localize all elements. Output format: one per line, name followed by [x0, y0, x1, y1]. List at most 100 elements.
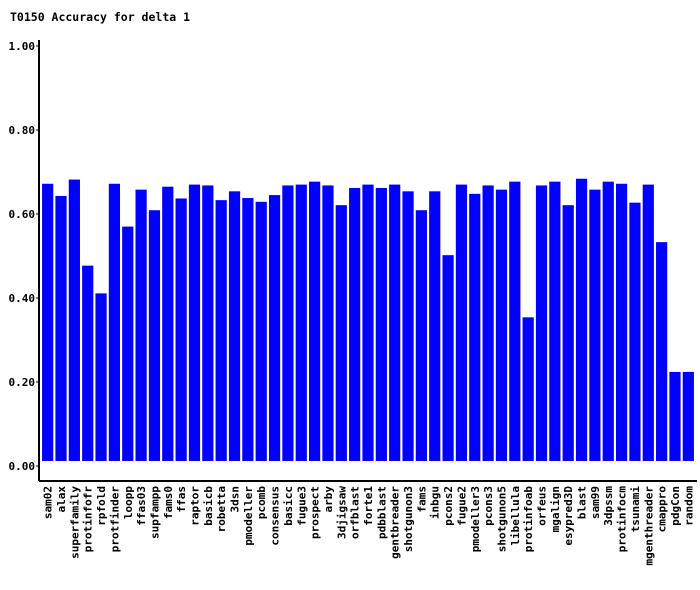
bar-rpfold — [95, 293, 107, 461]
bar-cmappro — [656, 242, 668, 461]
bar-alax — [55, 195, 67, 461]
x-tick-label: inbgu — [429, 486, 442, 519]
bar-protinfoab — [522, 317, 534, 461]
x-tick-label: tsunami — [629, 486, 642, 533]
bar-superfamily — [68, 179, 80, 461]
bar-arby — [322, 185, 334, 461]
x-tick-label: arby — [322, 486, 335, 513]
x-tick-label: consensus — [269, 486, 282, 546]
x-tick-label: sam02 — [42, 486, 55, 519]
bar-blast — [575, 178, 588, 461]
bar-esypred3D — [562, 205, 574, 461]
x-tick-label: pdgCon — [669, 486, 682, 526]
x-tick-label: pcons3 — [482, 486, 495, 526]
y-tick-label: 0.40 — [9, 292, 36, 305]
x-tick-label: libellula — [509, 486, 522, 546]
x-tick-label: fugue3 — [295, 486, 308, 526]
bar-gentbreader — [389, 184, 401, 461]
bar-pcons3 — [482, 185, 494, 461]
bar-sam99 — [589, 189, 601, 461]
bar-protinfocm — [615, 183, 628, 461]
x-tick-label: fugue2 — [455, 486, 468, 526]
bar-orfeus — [535, 185, 548, 461]
bar-orfblast — [349, 187, 361, 461]
x-tick-label: pcomb — [255, 486, 268, 519]
bar-pdbblast — [375, 187, 387, 461]
x-tick-label: prospect — [309, 486, 322, 539]
y-tick-label: 0.00 — [9, 460, 36, 473]
y-tick-label: 0.20 — [9, 376, 36, 389]
bar-mgenthreader — [642, 184, 654, 461]
bar-libellula — [509, 181, 521, 461]
x-tick-label: protinfofr — [82, 486, 95, 553]
bar-inbgu — [429, 191, 441, 461]
y-tick-label: 0.80 — [9, 124, 36, 137]
x-tick-label: basicc — [282, 486, 295, 526]
x-tick-label: mgenthreader — [642, 486, 655, 566]
x-tick-label: forte1 — [362, 486, 375, 526]
x-tick-label: blast — [576, 486, 589, 519]
x-tick-label: shotgunon5 — [495, 486, 508, 552]
x-tick-label: 3dsn — [229, 486, 242, 513]
bar-pdgCon — [669, 371, 681, 461]
bar-sam02 — [42, 183, 54, 461]
x-tick-label: fams — [415, 486, 428, 513]
y-axis-ticks: 0.00 0.20 0.40 0.60 0.80 1.00 — [9, 40, 39, 473]
y-tick-label: 1.00 — [9, 40, 36, 53]
x-tick-label: cmappro — [656, 486, 669, 533]
x-tick-label: protinfoab — [522, 486, 535, 553]
x-tick-label: pdbblast — [375, 486, 388, 539]
x-tick-label: protfinder — [108, 486, 121, 553]
bar-pmodeller — [242, 198, 254, 462]
bar-pcons2 — [442, 255, 454, 461]
x-tick-label: alax — [55, 486, 68, 513]
x-tick-label: random — [682, 486, 695, 526]
bar-ffas03 — [135, 189, 147, 461]
x-tick-label: pmodeller3 — [469, 486, 482, 552]
x-tick-label: fams0 — [162, 486, 175, 519]
bar-forte1 — [362, 184, 374, 461]
x-tick-label: ffas — [175, 486, 188, 513]
x-tick-label: esypred3D — [562, 486, 575, 546]
bar-3djigsaw — [335, 205, 347, 461]
x-tick-label: ffas03 — [135, 486, 148, 526]
bar-loopp — [122, 226, 134, 461]
bar-robetta — [215, 200, 227, 461]
x-tick-label: rpfold — [95, 486, 108, 526]
bar-tsunami — [629, 202, 641, 461]
x-tick-label: orfblast — [349, 486, 362, 539]
bar-raptor — [188, 184, 201, 461]
bars — [42, 178, 694, 462]
x-tick-label: mgalign — [549, 486, 562, 532]
x-tick-label: raptor — [188, 486, 201, 526]
bar-basicc — [282, 185, 294, 461]
bar-prospect — [309, 181, 321, 461]
bar-pcomb — [255, 201, 267, 461]
bar-protfinder — [108, 183, 121, 461]
x-tick-label: superfamily — [68, 486, 81, 559]
bar-fugue2 — [455, 184, 468, 461]
chart-title: T0150 Accuracy for delta 1 — [10, 10, 190, 24]
bar-fams — [415, 210, 427, 461]
bar-fugue3 — [295, 184, 307, 461]
bar-supfampp — [148, 210, 161, 461]
x-tick-label: pcons2 — [442, 486, 455, 526]
x-tick-label: gentbreader — [389, 486, 402, 559]
bar-random — [682, 371, 694, 461]
bar-ffas — [175, 198, 187, 461]
x-tick-label: sam99 — [589, 486, 602, 519]
x-tick-label: supfampp — [148, 486, 161, 539]
x-tick-label: basicb — [202, 486, 215, 526]
x-tick-label: pmodeller — [242, 486, 255, 546]
x-tick-label: protinfocm — [616, 486, 629, 553]
x-tick-label: 3dpssm — [602, 486, 615, 526]
x-tick-label: shotgunon3 — [402, 486, 415, 552]
bar-fams0 — [162, 186, 174, 461]
x-tick-label: 3djigsaw — [335, 486, 348, 539]
x-tick-label: robetta — [215, 486, 228, 532]
x-tick-label: loopp — [122, 486, 135, 519]
y-tick-label: 0.60 — [9, 208, 36, 221]
bar-consensus — [268, 195, 281, 461]
bar-pmodeller3 — [469, 193, 481, 461]
